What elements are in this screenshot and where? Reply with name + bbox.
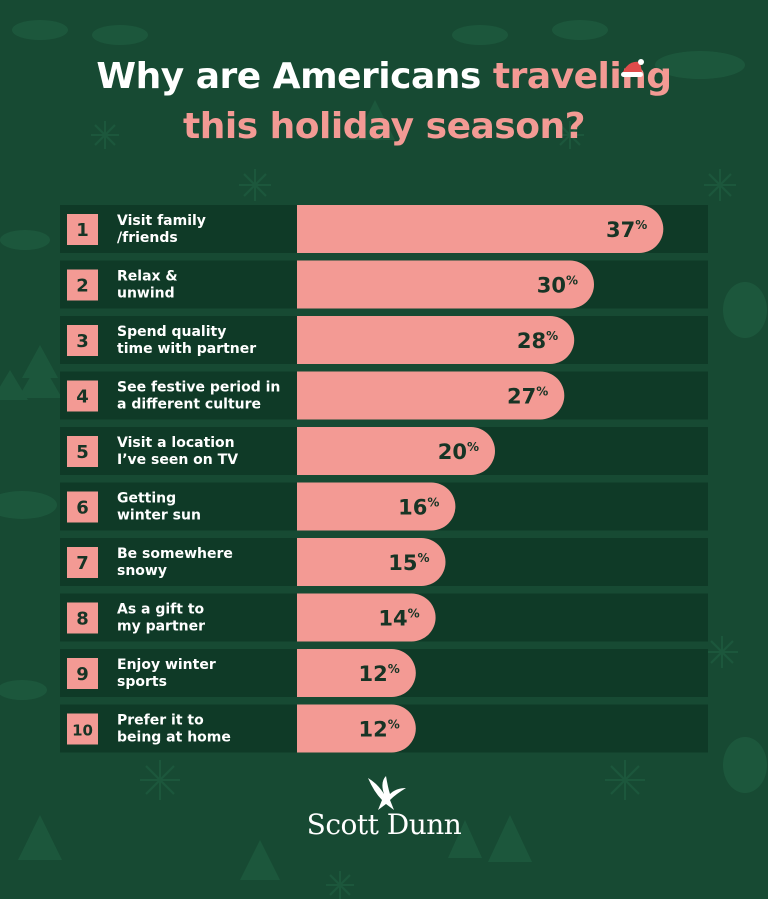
- rank-badge: [67, 436, 98, 467]
- category-label: Spend quality: [117, 324, 226, 340]
- category-label: sports: [117, 674, 167, 690]
- bar: [297, 593, 436, 642]
- snowflake-icon: [140, 760, 180, 800]
- tree-icon: [22, 345, 58, 378]
- reindeer-icon: [0, 680, 47, 700]
- rank-number: 3: [76, 331, 89, 352]
- bar: [297, 427, 495, 475]
- rank-number: 5: [76, 442, 89, 463]
- category-label: time with partner: [117, 341, 256, 357]
- tree-icon: [0, 370, 28, 400]
- rank-badge: [67, 325, 98, 356]
- santa-icon: [723, 282, 767, 338]
- sleigh-icon: [655, 51, 745, 79]
- reindeer-icon: [0, 230, 50, 250]
- category-label: Be somewhere: [117, 546, 233, 562]
- bar: [297, 316, 575, 364]
- reindeer-icon: [552, 20, 608, 40]
- value-label: 12%: [359, 718, 400, 742]
- tree-icon: [18, 360, 62, 398]
- reindeer-icon: [452, 25, 508, 45]
- rank-badge: [67, 214, 98, 245]
- value-label: 14%: [378, 607, 419, 631]
- rank-number: 6: [76, 498, 89, 519]
- value-label: 27%: [507, 385, 548, 409]
- snowflake-icon: [239, 169, 271, 201]
- category-label: winter sun: [117, 508, 201, 524]
- value-label: 15%: [388, 551, 429, 575]
- category-label: Prefer it to: [117, 713, 204, 729]
- category-label: Getting: [117, 491, 176, 507]
- chart-title: Why are Americans traveling this holiday…: [0, 52, 768, 152]
- value-label: 16%: [398, 496, 439, 520]
- reindeer-icon: [12, 20, 68, 40]
- rank-badge: [67, 602, 98, 634]
- category-label: unwind: [117, 286, 175, 302]
- snowflake-icon: [605, 760, 645, 800]
- title-part-1: Why are Americans: [96, 56, 481, 97]
- category-label: my partner: [117, 619, 205, 635]
- bar: [297, 482, 456, 531]
- snowflake-icon: [326, 871, 354, 899]
- category-label: Enjoy winter: [117, 657, 216, 673]
- brand-logo: Scott Dunn: [306, 808, 462, 841]
- value-label: 37%: [606, 218, 647, 242]
- value-label: 20%: [438, 440, 479, 464]
- category-label: being at home: [117, 730, 231, 746]
- snowflake-icon: [91, 121, 119, 149]
- category-label: I’ve seen on TV: [117, 452, 238, 468]
- rank-number: 8: [76, 609, 89, 630]
- category-label: snowy: [117, 563, 167, 579]
- rank-badge: [67, 713, 98, 745]
- swallow-logo-icon: [368, 776, 406, 810]
- tree-icon: [18, 815, 62, 860]
- title-part-3: this holiday season?: [183, 106, 585, 147]
- santa-hat-icon: [621, 59, 644, 77]
- snowflake-icon: [704, 169, 736, 201]
- category-label: /friends: [117, 230, 178, 246]
- rank-badge: [67, 491, 98, 523]
- category-label: As a gift to: [117, 602, 205, 618]
- value-label: 30%: [537, 274, 578, 298]
- rank-badge: [67, 269, 98, 301]
- category-label: See festive period in: [117, 380, 280, 396]
- snowflake-icon: [556, 121, 584, 149]
- value-label: 12%: [359, 662, 400, 686]
- rank-number: 7: [76, 553, 89, 574]
- rank-badge: [67, 380, 98, 412]
- bar: [297, 371, 565, 420]
- santa-icon: [723, 737, 767, 793]
- snowflake-icon: [706, 636, 738, 668]
- category-label: a different culture: [117, 397, 261, 413]
- tree-icon: [240, 840, 280, 880]
- rank-number: 9: [76, 664, 89, 685]
- bar: [297, 704, 416, 753]
- bar: [297, 649, 416, 697]
- rank-badge: [67, 547, 98, 578]
- rank-badge: [67, 658, 98, 689]
- bar: [297, 205, 664, 253]
- tree-icon: [355, 100, 395, 140]
- sleigh-icon: [0, 491, 57, 519]
- rank-number: 1: [76, 220, 89, 241]
- bar: [297, 260, 594, 309]
- tree-icon: [448, 820, 482, 858]
- rank-number: 10: [72, 722, 93, 740]
- category-label: Visit family: [117, 213, 206, 229]
- value-label: 28%: [517, 329, 558, 353]
- category-label: Relax &: [117, 269, 178, 285]
- bar: [297, 538, 446, 586]
- reindeer-icon: [92, 25, 148, 45]
- tree-icon: [488, 815, 532, 862]
- rank-number: 4: [76, 387, 89, 408]
- rank-number: 2: [76, 276, 89, 297]
- category-label: Visit a location: [117, 435, 235, 451]
